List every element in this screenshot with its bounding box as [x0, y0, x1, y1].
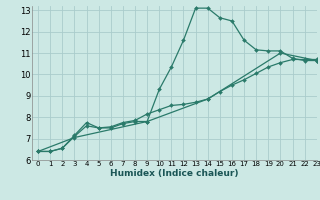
X-axis label: Humidex (Indice chaleur): Humidex (Indice chaleur)	[110, 169, 239, 178]
